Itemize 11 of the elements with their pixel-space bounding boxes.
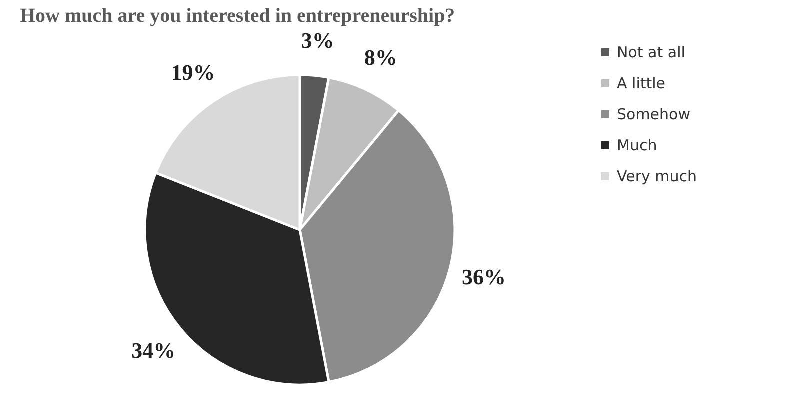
data-label: 8% — [364, 45, 398, 70]
data-label: 36% — [462, 264, 506, 290]
data-label: 19% — [171, 60, 216, 85]
legend-label: Somehow — [617, 106, 690, 124]
chart-title: How much are you interested in entrepreneurship? — [20, 4, 456, 27]
legend-label: A little — [617, 74, 666, 92]
legend-label: Much — [617, 136, 658, 154]
data-label: 34% — [132, 338, 176, 364]
data-label: 3% — [301, 28, 334, 53]
legend-label: Very much — [617, 168, 698, 186]
legend-label: Not at all — [617, 44, 686, 62]
